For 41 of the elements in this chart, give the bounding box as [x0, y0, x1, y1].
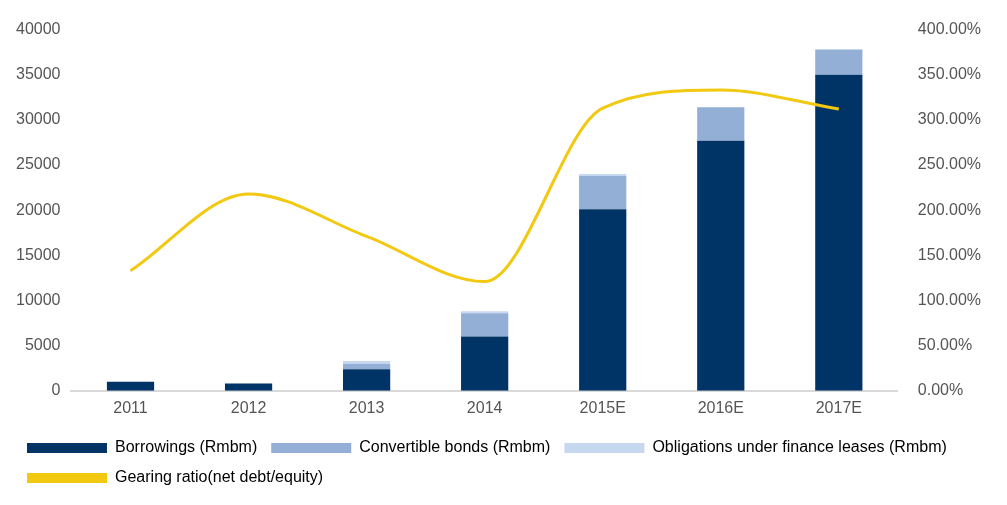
- y-tick-label: 20000: [15, 200, 61, 218]
- legend-label: Borrowings (Rmbm): [115, 438, 258, 456]
- legend-label: Obligations under finance leases (Rmbm): [652, 438, 947, 456]
- y-tick-label: 0: [51, 381, 61, 399]
- x-tick-label: 2011: [113, 398, 148, 416]
- x-tick-label: 2017E: [815, 398, 862, 416]
- x-tick-label: 2012: [230, 398, 267, 416]
- y2-tick-label: 150.00%: [917, 245, 982, 263]
- bar: [461, 313, 509, 337]
- y2-tick-label: 300.00%: [917, 110, 982, 128]
- y-tick-label: 30000: [15, 110, 61, 128]
- legend-label: Gearing ratio(net debt/equity): [115, 468, 324, 486]
- bar: [697, 107, 745, 141]
- bar: [815, 49, 863, 75]
- bar: [461, 336, 509, 391]
- bar: [343, 369, 391, 391]
- y2-tick-label: 250.00%: [917, 155, 982, 173]
- y-tick-label: 15000: [15, 245, 61, 263]
- x-tick-label: 2014: [466, 398, 503, 416]
- bar: [815, 74, 863, 391]
- bar: [343, 363, 391, 370]
- bar: [579, 175, 627, 210]
- legend-label: Convertible bonds (Rmbm): [359, 438, 551, 456]
- bar: [343, 361, 391, 364]
- y2-tick-label: 400.00%: [917, 20, 982, 38]
- y2-tick-label: 200.00%: [917, 200, 982, 218]
- y-tick-label: 5000: [24, 336, 61, 354]
- x-tick-label: 2015E: [579, 398, 626, 416]
- bar: [697, 140, 745, 391]
- line-series: [129, 88, 841, 284]
- x-tick-label: 2013: [348, 398, 385, 416]
- y-tick-label: 10000: [15, 290, 61, 308]
- bar: [579, 209, 627, 391]
- y2-tick-label: 350.00%: [917, 65, 982, 83]
- y-tick-label: 40000: [15, 20, 61, 38]
- y-tick-label: 35000: [15, 65, 61, 83]
- y2-tick-label: 100.00%: [917, 290, 982, 308]
- x-tick-label: 2016E: [697, 398, 744, 416]
- y-tick-label: 25000: [15, 155, 61, 173]
- y2-tick-label: 0.00%: [917, 381, 964, 399]
- y2-tick-label: 50.00%: [917, 336, 973, 354]
